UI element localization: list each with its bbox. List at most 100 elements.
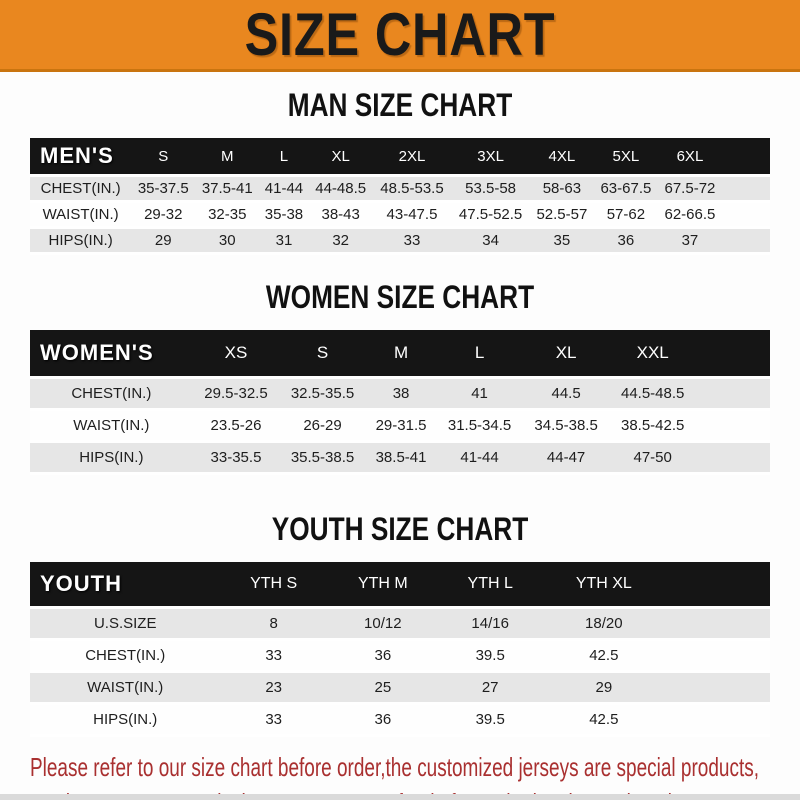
spacer-cell (666, 562, 770, 608)
table-cell: 35-37.5 (131, 175, 196, 202)
table-cell: 31 (259, 227, 309, 254)
women-size-header: XL (522, 330, 610, 378)
table-row: CHEST(IN.) 29.5-32.5 32.5-35.5 38 41 44.… (30, 377, 770, 410)
spacer-cell (666, 607, 770, 640)
men-size-table: MEN'S S M L XL 2XL 3XL 4XL 5XL 6XL CHEST… (30, 138, 770, 255)
table-cell: 38-43 (308, 201, 373, 228)
table-cell: 47-50 (609, 441, 696, 474)
table-cell: 38.5-41 (365, 441, 437, 474)
table-cell: 44.5-48.5 (609, 377, 696, 410)
table-cell: 29 (541, 671, 666, 704)
table-cell: 44-48.5 (308, 175, 373, 202)
spacer-cell (722, 138, 770, 176)
table-cell: 35.5-38.5 (279, 441, 366, 474)
men-table-title: MEN'S (30, 138, 132, 176)
banner: SIZE CHART (0, 0, 800, 72)
table-cell: 29-31.5 (365, 409, 437, 442)
spacer-cell (696, 441, 770, 474)
row-label: HIPS(IN.) (30, 703, 221, 736)
table-cell: 29-32 (131, 201, 196, 228)
youth-size-table: YOUTH YTH S YTH M YTH L YTH XL U.S.SIZE … (30, 562, 770, 737)
spacer-cell (666, 671, 770, 704)
row-label: WAIST(IN.) (30, 671, 221, 704)
men-size-header: M (195, 138, 260, 176)
spacer-cell (722, 175, 770, 202)
table-cell: 43-47.5 (372, 201, 452, 228)
table-cell: 42.5 (541, 703, 666, 736)
table-row: WAIST(IN.) 29-32 32-35 35-38 38-43 43-47… (30, 201, 770, 228)
bottom-strip (0, 794, 800, 800)
men-size-header: L (259, 138, 309, 176)
row-label: HIPS(IN.) (30, 441, 193, 474)
table-cell: 32-35 (195, 201, 260, 228)
table-cell: 44-47 (522, 441, 610, 474)
table-cell: 44.5 (522, 377, 610, 410)
table-cell: 47.5-52.5 (451, 201, 530, 228)
men-size-header: XL (308, 138, 373, 176)
youth-size-header: YTH L (438, 562, 542, 608)
spacer-cell (722, 227, 770, 254)
table-cell: 36 (593, 227, 658, 254)
table-cell: 35-38 (259, 201, 309, 228)
table-cell: 36 (326, 639, 439, 672)
table-cell: 18/20 (541, 607, 666, 640)
spacer-cell (722, 201, 770, 228)
table-cell: 33 (220, 703, 327, 736)
table-row: HIPS(IN.) 33-35.5 35.5-38.5 38.5-41 41-4… (30, 441, 770, 474)
table-cell: 39.5 (438, 639, 542, 672)
table-cell: 42.5 (541, 639, 666, 672)
spacer-cell (696, 377, 770, 410)
notice-line-1: Please refer to our size chart before or… (30, 752, 759, 782)
table-cell: 37 (657, 227, 722, 254)
row-label: WAIST(IN.) (30, 409, 193, 442)
men-section-heading: MAN SIZE CHART (287, 87, 513, 123)
men-size-header: 5XL (593, 138, 658, 176)
youth-header-row: YOUTH YTH S YTH M YTH L YTH XL (30, 562, 770, 608)
table-cell: 25 (326, 671, 439, 704)
table-cell: 32 (308, 227, 373, 254)
row-label: HIPS(IN.) (30, 227, 132, 254)
table-cell: 63-67.5 (593, 175, 658, 202)
women-size-header: S (279, 330, 366, 378)
table-cell: 35 (529, 227, 594, 254)
spacer-cell (696, 409, 770, 442)
table-cell: 41 (436, 377, 523, 410)
row-label: CHEST(IN.) (30, 639, 221, 672)
table-cell: 33 (372, 227, 452, 254)
men-size-header: S (131, 138, 196, 176)
youth-size-header: YTH XL (541, 562, 666, 608)
table-cell: 41-44 (259, 175, 309, 202)
spacer-cell (666, 703, 770, 736)
table-row: WAIST(IN.) 23 25 27 29 (30, 671, 770, 704)
women-size-header: XXL (609, 330, 696, 378)
table-cell: 23 (220, 671, 327, 704)
table-cell: 8 (220, 607, 327, 640)
table-cell: 31.5-34.5 (436, 409, 523, 442)
table-cell: 67.5-72 (657, 175, 722, 202)
women-section-heading: WOMEN SIZE CHART (265, 279, 535, 315)
table-cell: 27 (438, 671, 542, 704)
table-cell: 32.5-35.5 (279, 377, 366, 410)
youth-table-title: YOUTH (30, 562, 221, 608)
table-cell: 38.5-42.5 (609, 409, 696, 442)
men-size-header: 4XL (529, 138, 594, 176)
banner-title: SIZE CHART (244, 1, 556, 68)
women-size-table: WOMEN'S XS S M L XL XXL CHEST(IN.) 29.5-… (30, 330, 770, 475)
men-size-header: 2XL (372, 138, 452, 176)
table-cell: 38 (365, 377, 437, 410)
men-size-header: 3XL (451, 138, 530, 176)
footer-notice: Please refer to our size chart before or… (30, 752, 800, 800)
youth-size-header: YTH S (220, 562, 327, 608)
table-row: U.S.SIZE 8 10/12 14/16 18/20 (30, 607, 770, 640)
table-cell: 58-63 (529, 175, 594, 202)
table-cell: 39.5 (438, 703, 542, 736)
table-row: CHEST(IN.) 35-37.5 37.5-41 41-44 44-48.5… (30, 175, 770, 202)
row-label: CHEST(IN.) (30, 377, 193, 410)
table-row: CHEST(IN.) 33 36 39.5 42.5 (30, 639, 770, 672)
row-label: WAIST(IN.) (30, 201, 132, 228)
table-cell: 48.5-53.5 (372, 175, 452, 202)
men-header-row: MEN'S S M L XL 2XL 3XL 4XL 5XL 6XL (30, 138, 770, 176)
row-label: U.S.SIZE (30, 607, 221, 640)
table-cell: 33-35.5 (192, 441, 280, 474)
